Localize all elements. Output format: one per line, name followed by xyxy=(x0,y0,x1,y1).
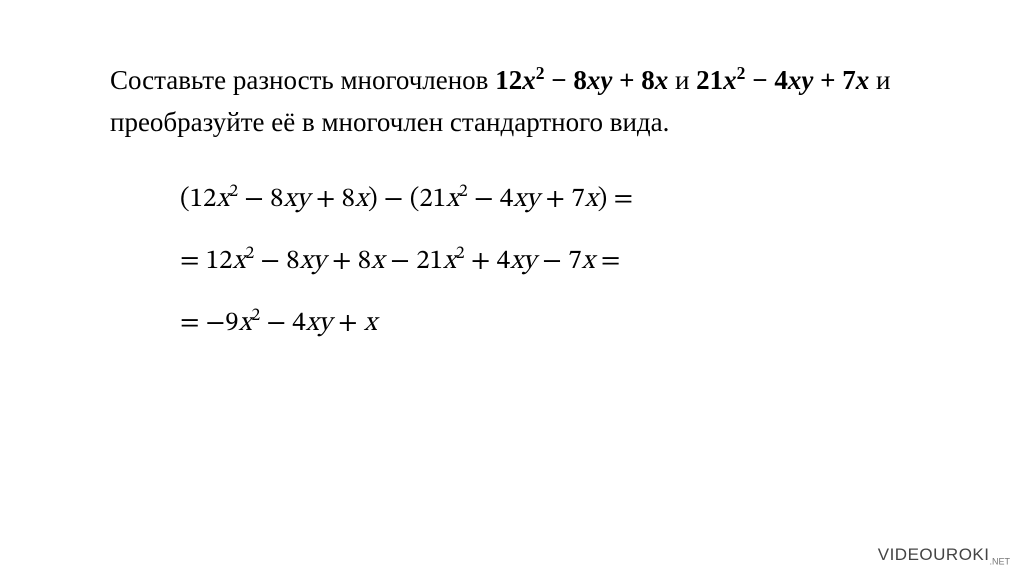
problem-conj: и xyxy=(668,65,696,95)
problem-statement: Составьте разность многочленов 12x2 − 8x… xyxy=(110,60,914,144)
watermark: VIDEOUROKI.NET xyxy=(878,545,1010,566)
equation-line-3: = −9x2 − 4xy + x xyxy=(180,308,914,340)
equation-line-1: (12x2 − 8xy + 8x) − (21x2 − 4xy + 7x) = xyxy=(180,184,914,216)
watermark-domain: .NET xyxy=(989,556,1010,566)
polynomial-1: 12x2 − 8xy + 8x xyxy=(495,65,668,95)
slide: Составьте разность многочленов 12x2 − 8x… xyxy=(0,0,1024,574)
problem-text-part1: Составьте разность многочленов xyxy=(110,65,495,95)
equation-line-2: = 12x2 − 8xy + 8x − 21x2 + 4xy − 7x = xyxy=(180,246,914,278)
solution-block: (12x2 − 8xy + 8x) − (21x2 − 4xy + 7x) = … xyxy=(110,184,914,341)
watermark-brand: VIDEOUROKI xyxy=(878,545,990,564)
polynomial-2: 21x2 − 4xy + 7x xyxy=(696,65,869,95)
